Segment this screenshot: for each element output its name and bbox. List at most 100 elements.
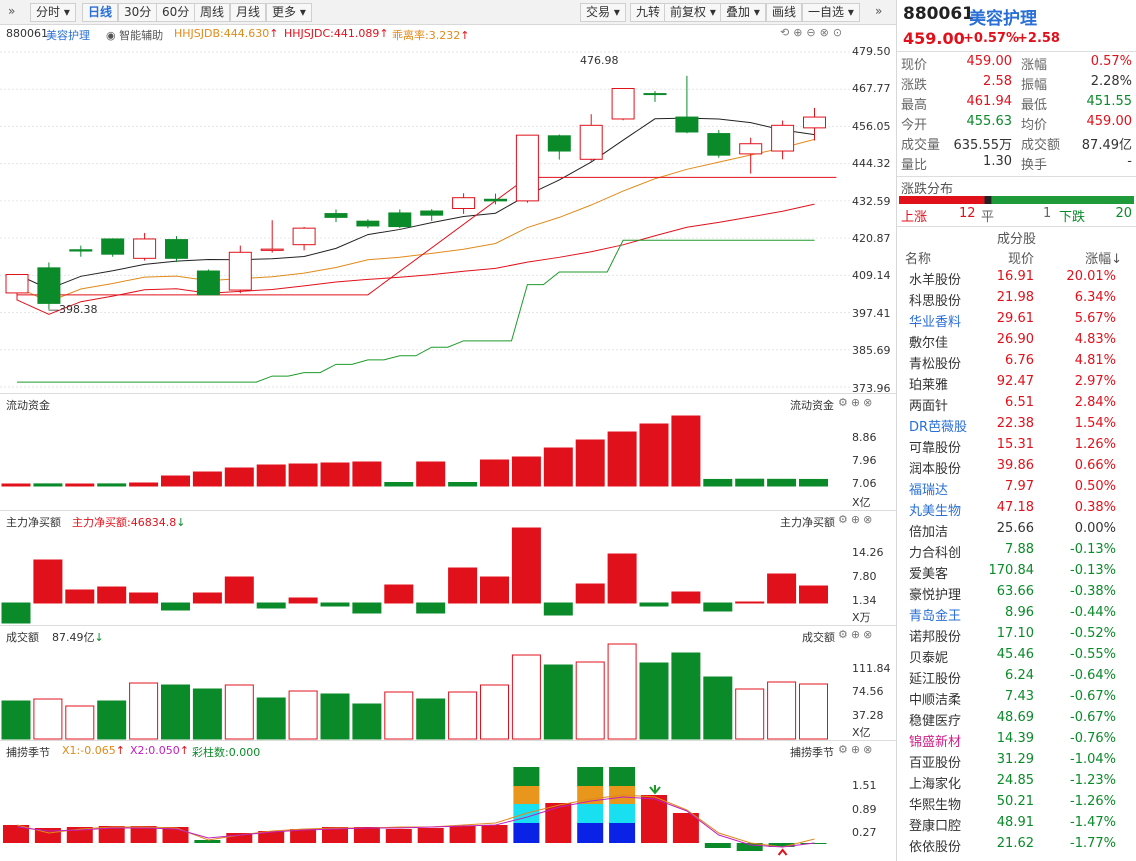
component-name[interactable]: 贝泰妮 [909, 651, 949, 666]
component-row[interactable]: 倍加洁 25.66 0.00% [901, 521, 1132, 542]
double-chevron-right-icon[interactable]: » [8, 4, 16, 18]
component-row[interactable]: 青松股份 6.76 4.81% [901, 353, 1132, 374]
candle[interactable] [69, 249, 93, 252]
component-name[interactable]: 稳健医疗 [909, 714, 962, 729]
component-name[interactable]: 上海家化 [909, 777, 962, 792]
candle[interactable] [803, 116, 826, 129]
candle[interactable] [484, 198, 507, 202]
candle[interactable] [611, 88, 635, 120]
tab-more[interactable]: 更多 ▾ [266, 3, 312, 22]
candle[interactable] [643, 93, 667, 96]
candle[interactable] [707, 133, 731, 156]
candle[interactable] [579, 124, 603, 160]
component-name[interactable]: 敷尔佳 [909, 336, 949, 351]
draw-button[interactable]: 画线 [766, 3, 803, 22]
component-name[interactable]: DR芭薇股 [909, 420, 968, 435]
panel-settings-icons[interactable]: ⚙⊕⊗ [838, 628, 876, 641]
candle[interactable] [515, 134, 539, 202]
component-row[interactable]: 稳健医疗 48.69 -0.67% [901, 710, 1132, 731]
component-row[interactable]: 登康口腔 48.91 -1.47% [901, 815, 1132, 836]
component-row[interactable]: 科思股份 21.98 6.34% [901, 290, 1132, 311]
candle[interactable] [101, 238, 125, 255]
candle[interactable] [547, 135, 571, 152]
component-row[interactable]: DR芭薇股 22.38 1.54% [901, 416, 1132, 437]
component-row[interactable]: 上海家化 24.85 -1.23% [901, 773, 1132, 794]
component-name[interactable]: 珀莱雅 [909, 378, 949, 393]
component-row[interactable]: 华业香料 29.61 5.67% [901, 311, 1132, 332]
component-name[interactable]: 诺邦股份 [909, 630, 962, 645]
component-name[interactable]: 可靠股份 [909, 441, 962, 456]
component-name[interactable]: 润本股份 [909, 462, 962, 477]
component-row[interactable]: 青岛金王 8.96 -0.44% [901, 605, 1132, 626]
component-row[interactable]: 敷尔佳 26.90 4.83% [901, 332, 1132, 353]
component-name[interactable]: 中顺洁柔 [909, 693, 962, 708]
panel-settings-icons[interactable]: ⚙⊕⊗ [838, 513, 876, 526]
component-row[interactable]: 可靠股份 15.31 1.26% [901, 437, 1132, 458]
component-name[interactable]: 百亚股份 [909, 756, 962, 771]
component-row[interactable]: 华熙生物 50.21 -1.26% [901, 794, 1132, 815]
component-row[interactable]: 依依股份 21.62 -1.77% [901, 836, 1132, 857]
tab-monthly[interactable]: 月线 [230, 3, 267, 22]
component-name[interactable]: 锦盛新材 [909, 735, 962, 750]
component-name[interactable]: 依依股份 [909, 840, 962, 855]
candle[interactable] [356, 220, 380, 227]
candle[interactable] [452, 197, 476, 209]
panel-settings-icons[interactable]: ⚙⊕⊗ [838, 396, 876, 409]
trade-button[interactable]: 交易 ▾ [580, 3, 626, 22]
tab-60min[interactable]: 60分 [156, 3, 196, 22]
smart-assist-toggle[interactable]: ◉ 智能辅助 [106, 27, 163, 43]
tab-intraday[interactable]: 分时 ▾ [30, 3, 76, 22]
component-row[interactable]: 力合科创 7.88 -0.13% [901, 542, 1132, 563]
collapse-panel-icon[interactable]: » [875, 4, 883, 18]
component-name[interactable]: 科思股份 [909, 294, 962, 309]
component-row[interactable]: 润本股份 39.86 0.66% [901, 458, 1132, 479]
candle[interactable] [133, 238, 157, 259]
component-row[interactable]: 豪悦护理 63.66 -0.38% [901, 584, 1132, 605]
candle[interactable] [5, 274, 29, 294]
col-change-header[interactable]: 涨幅↓ [1085, 252, 1122, 267]
chart-window-controls[interactable]: ⟲⊕⊖⊗⊙ [780, 26, 847, 39]
candle[interactable] [771, 124, 795, 152]
component-row[interactable]: 贝泰妮 45.46 -0.55% [901, 647, 1132, 668]
component-row[interactable]: 百亚股份 31.29 -1.04% [901, 752, 1132, 773]
candle[interactable] [324, 213, 348, 218]
candle[interactable] [388, 212, 412, 228]
candle[interactable] [165, 239, 188, 259]
candle[interactable] [260, 248, 284, 251]
component-row[interactable]: 爱美客 170.84 -0.13% [901, 563, 1132, 584]
component-name[interactable]: 延江股份 [909, 672, 962, 687]
candle[interactable] [228, 251, 252, 291]
component-name[interactable]: 水羊股份 [909, 273, 962, 288]
overlay-button[interactable]: 叠加 ▾ [720, 3, 766, 22]
candle[interactable] [196, 270, 220, 296]
tab-30min[interactable]: 30分 [118, 3, 158, 22]
component-row[interactable]: 诺邦股份 17.10 -0.52% [901, 626, 1132, 647]
component-row[interactable]: 中顺洁柔 7.43 -0.67% [901, 689, 1132, 710]
candle[interactable] [420, 210, 444, 216]
candlestick-chart[interactable] [0, 40, 850, 393]
col-name-header[interactable]: 名称 [905, 252, 932, 267]
component-name[interactable]: 华熙生物 [909, 798, 962, 813]
component-name[interactable]: 倍加洁 [909, 525, 949, 540]
panel-settings-icons[interactable]: ⚙⊕⊗ [838, 743, 876, 756]
component-name[interactable]: 豪悦护理 [909, 588, 962, 603]
component-row[interactable]: 锦盛新材 14.39 -0.76% [901, 731, 1132, 752]
component-name[interactable]: 青岛金王 [909, 609, 962, 624]
component-name[interactable]: 华业香料 [909, 315, 962, 330]
tab-daily[interactable]: 日线 [82, 3, 119, 22]
candle[interactable] [675, 116, 699, 133]
watchlist-button[interactable]: 一自选 ▾ [802, 3, 860, 22]
tab-weekly[interactable]: 周线 [194, 3, 231, 22]
candle[interactable] [739, 143, 763, 155]
component-row[interactable]: 延江股份 6.24 -0.64% [901, 668, 1132, 689]
component-name[interactable]: 青松股份 [909, 357, 962, 372]
nine-turn-button[interactable]: 九转 [630, 3, 667, 22]
component-row[interactable]: 福瑞达 7.97 0.50% [901, 479, 1132, 500]
component-name[interactable]: 丸美生物 [909, 504, 962, 519]
component-name[interactable]: 力合科创 [909, 546, 962, 561]
adjust-button[interactable]: 前复权 ▾ [664, 3, 722, 22]
candle[interactable] [37, 267, 61, 304]
component-name[interactable]: 登康口腔 [909, 819, 962, 834]
component-row[interactable]: 水羊股份 16.91 20.01% [901, 269, 1132, 290]
component-row[interactable]: 珀莱雅 92.47 2.97% [901, 374, 1132, 395]
